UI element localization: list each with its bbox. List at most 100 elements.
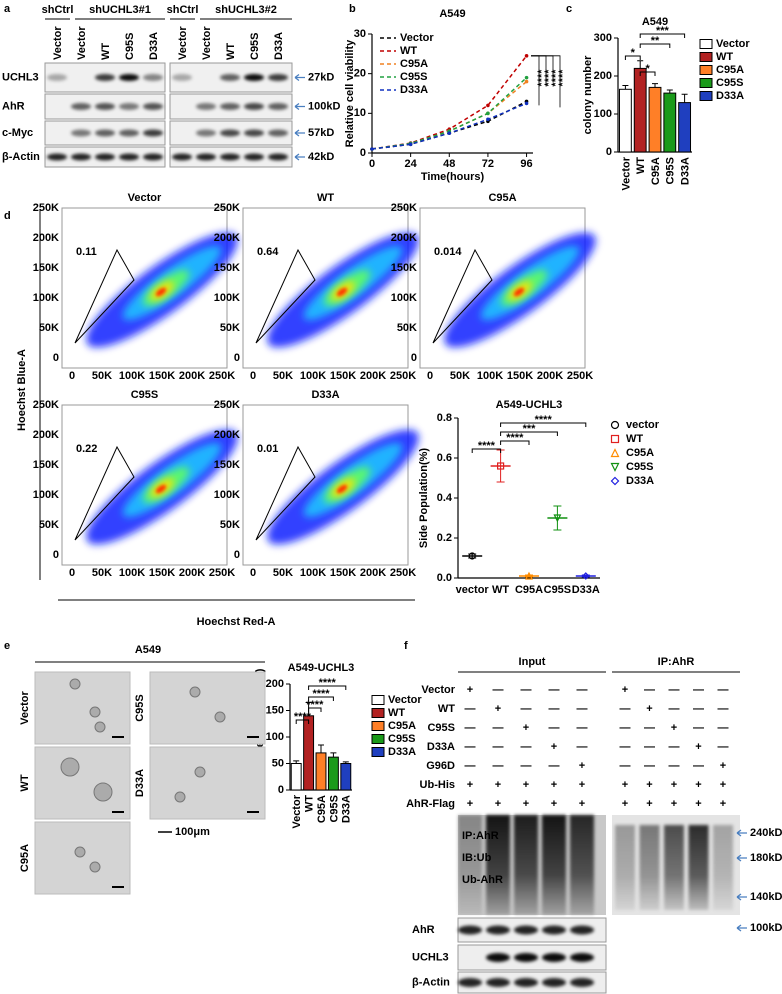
lane-mark: + — [467, 684, 473, 696]
gate-percent: 0.01 — [257, 443, 278, 455]
blot-band — [542, 925, 566, 935]
significance-label: **** — [312, 688, 330, 700]
significance-label: **** — [550, 69, 562, 87]
legend-label: D33A — [400, 84, 428, 96]
y-tick-label: 50K — [220, 322, 240, 334]
gate — [432, 248, 493, 344]
chart-title: A549 — [642, 16, 668, 28]
y-tick-label: 0 — [606, 146, 612, 158]
y-tick-label: 150K — [214, 262, 240, 274]
x-tick-label: 48 — [443, 158, 455, 170]
y-tick-label: 30 — [354, 28, 366, 40]
legend-label: C95S — [388, 733, 416, 745]
blot-label: IB:Ub — [462, 852, 492, 864]
strip-label: UCHL3 — [412, 951, 449, 963]
blot-band — [268, 103, 288, 110]
legend-label: Vector — [388, 694, 422, 706]
blot-band — [244, 153, 264, 161]
blot-band — [95, 103, 115, 110]
blot-band — [119, 103, 139, 110]
lane-mark: — — [493, 684, 504, 696]
blot-smear — [570, 815, 594, 915]
legend-swatch — [699, 78, 713, 88]
lane-mark: — — [693, 703, 704, 715]
error-bar — [681, 93, 688, 103]
lane-mark: + — [671, 722, 677, 734]
series-line — [371, 100, 527, 150]
error-bar — [318, 744, 324, 753]
lane-mark: — — [577, 703, 588, 715]
legend-label: WT — [388, 707, 405, 719]
series-point — [370, 147, 374, 151]
significance-label: **** — [557, 69, 569, 87]
x-tick-label: 50K — [450, 370, 470, 382]
blot-band — [95, 129, 115, 137]
panel-letter: d — [4, 210, 11, 222]
size-marker: 100kD — [750, 922, 782, 934]
group-label: shUCHL3#2 — [215, 4, 277, 16]
density-cloud — [155, 484, 167, 494]
y-tick-label: 0 — [234, 352, 240, 364]
lane-mark: + — [467, 798, 473, 810]
blot-band — [47, 153, 67, 161]
series-point — [524, 79, 529, 84]
blot-band — [47, 74, 67, 81]
lane-label: Vector — [52, 26, 64, 60]
size-marker: 42kD — [308, 151, 334, 163]
significance-label: **** — [294, 711, 312, 723]
blot-band — [486, 925, 510, 935]
lane-mark: + — [720, 798, 726, 810]
y-tick-label: 200K — [214, 232, 240, 244]
blot-band — [220, 103, 240, 110]
sphere — [189, 686, 201, 698]
y-tick-label: 0.2 — [437, 532, 452, 544]
legend-swatch — [610, 448, 620, 458]
marker-arrow — [736, 854, 747, 862]
lane-mark: — — [577, 741, 588, 753]
data-point — [497, 462, 505, 470]
x-tick-label: vector — [456, 584, 490, 596]
sphere — [60, 757, 80, 777]
y-tick-label: 100K — [33, 292, 59, 304]
lane-mark: + — [646, 703, 652, 715]
x-tick-label: 200K — [179, 370, 205, 382]
y-tick-label: 250K — [33, 202, 59, 214]
blot-band — [143, 74, 163, 81]
data-point — [525, 571, 533, 580]
series-line — [371, 102, 527, 150]
y-axis-label: Relative cell viability — [344, 39, 356, 147]
lane-label: C95S — [124, 32, 136, 60]
significance-bracket — [639, 71, 656, 76]
x-tick-label: 50K — [273, 567, 293, 579]
lane-mark: — — [693, 722, 704, 734]
lane-mark: — — [521, 703, 532, 715]
blot-band — [570, 978, 594, 987]
significance-label: **** — [543, 69, 555, 87]
y-tick-label: 250K — [33, 399, 59, 411]
lane-mark: + — [523, 779, 529, 791]
x-tick-label: 150K — [507, 370, 533, 382]
blot-smear — [514, 815, 538, 915]
blot-band — [172, 74, 192, 81]
legend-label: WT — [626, 433, 643, 445]
x-tick-label: C95A — [515, 584, 543, 596]
x-tick-label: 250K — [567, 370, 593, 382]
marker-arrow — [294, 73, 305, 82]
blot-band — [196, 103, 216, 110]
significance-label: **** — [506, 432, 524, 444]
data-point — [468, 552, 476, 560]
lane-mark: + — [622, 684, 628, 696]
lane-mark: + — [720, 779, 726, 791]
blot-label: IP:AhR — [462, 830, 499, 842]
blot-band — [143, 153, 163, 161]
lane-mark: — — [549, 684, 560, 696]
blot-band — [143, 103, 163, 110]
x-tick-label: 100K — [300, 567, 326, 579]
x-tick-label: C95S — [544, 584, 572, 596]
y-tick-label: 150K — [33, 262, 59, 274]
blot-smear — [542, 815, 566, 915]
significance-label: **** — [319, 677, 337, 689]
x-tick-label: 200K — [179, 567, 205, 579]
error-bar — [553, 505, 562, 531]
lane-label: C95S — [249, 32, 261, 60]
